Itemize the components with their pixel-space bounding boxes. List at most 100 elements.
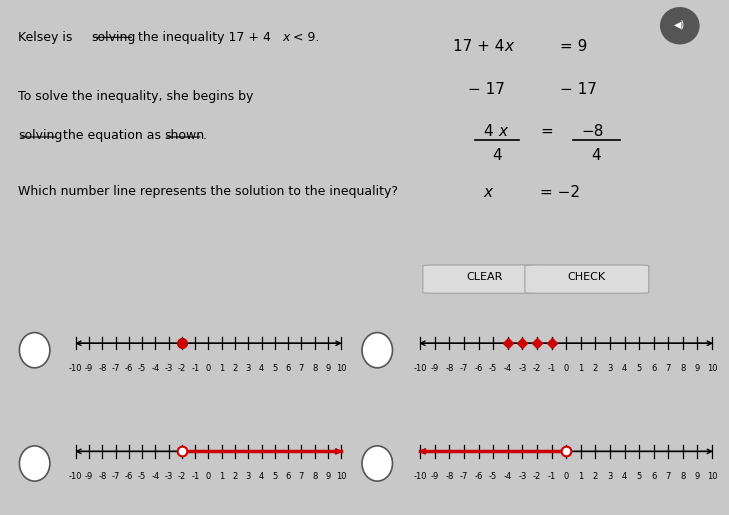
- Text: 4: 4: [259, 472, 264, 482]
- Text: -1: -1: [191, 364, 199, 373]
- Text: the equation as: the equation as: [59, 129, 165, 142]
- Text: -2: -2: [533, 472, 541, 482]
- Text: 1: 1: [219, 364, 225, 373]
- Text: = −2: = −2: [540, 185, 580, 200]
- Text: the inequality 17 + 4: the inequality 17 + 4: [134, 31, 271, 44]
- Circle shape: [362, 333, 392, 368]
- Text: x: x: [504, 39, 514, 54]
- Text: -9: -9: [85, 364, 93, 373]
- Circle shape: [660, 8, 699, 44]
- Text: -3: -3: [165, 472, 173, 482]
- Text: 2: 2: [233, 472, 238, 482]
- Text: -8: -8: [98, 472, 106, 482]
- Text: Which number line represents the solution to the inequality?: Which number line represents the solutio…: [18, 185, 398, 198]
- FancyBboxPatch shape: [525, 265, 649, 294]
- Text: -7: -7: [112, 364, 120, 373]
- Text: x: x: [483, 185, 492, 200]
- Text: 9: 9: [325, 472, 330, 482]
- Text: −8: −8: [582, 124, 604, 139]
- Text: 0: 0: [564, 364, 569, 373]
- Text: < 9.: < 9.: [289, 31, 320, 44]
- Text: 4: 4: [622, 472, 627, 482]
- Text: -2: -2: [178, 364, 186, 373]
- Text: 4: 4: [483, 124, 493, 139]
- Text: 7: 7: [299, 364, 304, 373]
- Text: -6: -6: [475, 472, 483, 482]
- Text: .: .: [203, 129, 207, 142]
- Text: 8: 8: [680, 472, 685, 482]
- Text: -7: -7: [460, 364, 468, 373]
- Text: 3: 3: [246, 364, 251, 373]
- Text: 5: 5: [272, 364, 278, 373]
- Text: 4: 4: [492, 148, 502, 163]
- Text: -10: -10: [69, 472, 82, 482]
- Text: 2: 2: [233, 364, 238, 373]
- Text: 7: 7: [299, 472, 304, 482]
- Text: -3: -3: [518, 364, 526, 373]
- Text: = 9: = 9: [560, 39, 587, 54]
- FancyBboxPatch shape: [423, 265, 547, 294]
- Text: 6: 6: [651, 364, 656, 373]
- Text: − 17: − 17: [468, 82, 504, 97]
- Circle shape: [362, 446, 392, 481]
- Text: 4: 4: [259, 364, 264, 373]
- Text: 2: 2: [593, 364, 598, 373]
- Text: 0: 0: [206, 472, 211, 482]
- Text: 3: 3: [607, 472, 612, 482]
- Text: 8: 8: [312, 364, 317, 373]
- Text: -2: -2: [178, 472, 186, 482]
- Text: x: x: [498, 124, 507, 139]
- Text: 3: 3: [246, 472, 251, 482]
- Text: 9: 9: [695, 472, 700, 482]
- Text: -9: -9: [431, 364, 439, 373]
- Text: − 17: − 17: [560, 82, 596, 97]
- Text: -8: -8: [445, 472, 453, 482]
- Text: 8: 8: [312, 472, 317, 482]
- Text: To solve the inequality, she begins by: To solve the inequality, she begins by: [18, 90, 257, 103]
- Text: -2: -2: [533, 364, 541, 373]
- Text: -1: -1: [547, 472, 555, 482]
- Text: -6: -6: [125, 364, 133, 373]
- Text: 10: 10: [707, 364, 717, 373]
- Text: -9: -9: [431, 472, 439, 482]
- Circle shape: [20, 446, 50, 481]
- Text: 10: 10: [336, 364, 346, 373]
- Text: -9: -9: [85, 472, 93, 482]
- Text: -4: -4: [152, 472, 160, 482]
- Text: =: =: [540, 124, 553, 139]
- Text: CHECK: CHECK: [568, 272, 606, 282]
- Text: -4: -4: [504, 364, 512, 373]
- Text: -1: -1: [191, 472, 199, 482]
- Text: -5: -5: [138, 472, 147, 482]
- Text: -10: -10: [69, 364, 82, 373]
- Text: 1: 1: [578, 364, 583, 373]
- Text: 0: 0: [564, 472, 569, 482]
- Text: 17 + 4: 17 + 4: [453, 39, 504, 54]
- Text: 6: 6: [286, 364, 291, 373]
- Text: -10: -10: [413, 364, 427, 373]
- Text: -8: -8: [445, 364, 453, 373]
- Text: x: x: [283, 31, 290, 44]
- Text: 3: 3: [607, 364, 612, 373]
- Text: -6: -6: [475, 364, 483, 373]
- Text: 0: 0: [206, 364, 211, 373]
- Text: 2: 2: [593, 472, 598, 482]
- Text: 6: 6: [286, 472, 291, 482]
- Text: 10: 10: [336, 472, 346, 482]
- Text: -1: -1: [547, 364, 555, 373]
- Text: -3: -3: [518, 472, 526, 482]
- Text: -8: -8: [98, 364, 106, 373]
- Text: 7: 7: [666, 364, 671, 373]
- Text: 8: 8: [680, 364, 685, 373]
- Text: 5: 5: [636, 364, 642, 373]
- Text: -3: -3: [165, 364, 173, 373]
- Text: shown: shown: [164, 129, 204, 142]
- Text: Kelsey is: Kelsey is: [18, 31, 77, 44]
- Text: 10: 10: [707, 472, 717, 482]
- Text: -7: -7: [460, 472, 468, 482]
- Text: 1: 1: [219, 472, 225, 482]
- Text: solving: solving: [91, 31, 136, 44]
- Text: 5: 5: [636, 472, 642, 482]
- Text: 4: 4: [592, 148, 601, 163]
- Text: -7: -7: [112, 472, 120, 482]
